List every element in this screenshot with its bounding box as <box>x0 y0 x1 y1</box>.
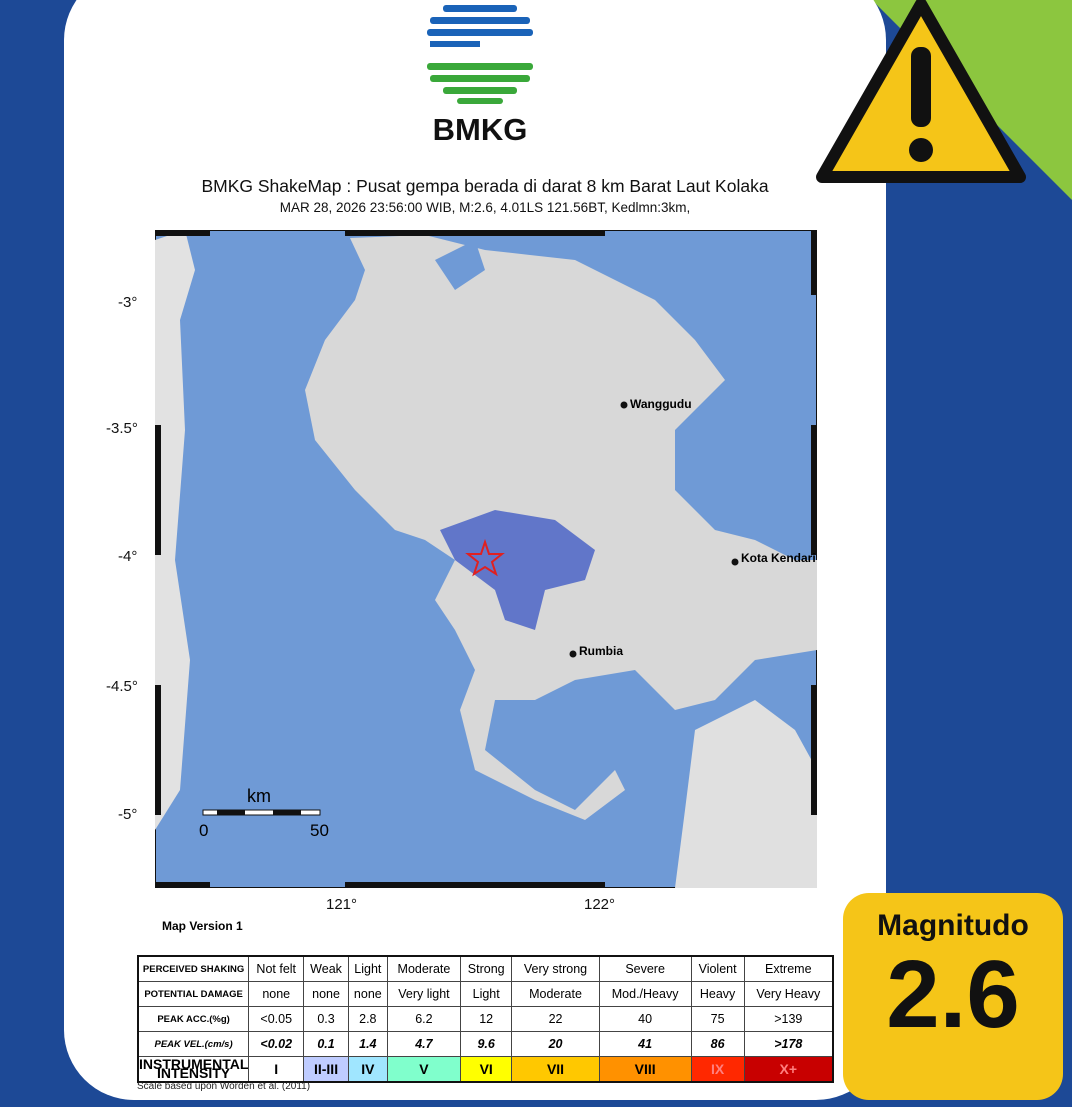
epicenter-star-icon <box>465 538 505 577</box>
svg-text:0: 0 <box>199 821 208 840</box>
legend-cell: <0.05 <box>248 1006 305 1032</box>
legend-cell: <0.02 <box>248 1031 305 1057</box>
magnitude-label: Magnitudo <box>877 909 1029 942</box>
legend-cell: 4.7 <box>386 1031 461 1057</box>
legend-cell: Heavy <box>690 981 745 1007</box>
scale-note: Scale based upon Worden et al. (2011) <box>137 1081 311 1092</box>
legend-cell: 86 <box>690 1031 745 1057</box>
legend-cell: II-III <box>303 1056 349 1083</box>
lat-label: -3° <box>118 294 138 311</box>
legend-cell: Moderate <box>511 981 600 1007</box>
legend-cell: Weak <box>303 955 349 982</box>
lon-label: 121° <box>326 896 358 913</box>
land-island <box>435 240 485 290</box>
svg-text:km: km <box>247 786 271 806</box>
legend-row: PEAK VEL.(cm/s) <0.02 0.1 1.4 4.7 9.6 20 41 86 >1… <box>137 1031 834 1057</box>
land-west <box>155 230 195 830</box>
intensity-legend-table: PERCEIVED SHAKING Not felt Weak Light Modera… <box>137 955 834 1083</box>
lon-label: 122° <box>584 896 616 913</box>
lat-label: -5° <box>118 806 138 823</box>
shaking-area <box>440 510 595 630</box>
magnitude-badge: Magnitudo 2.6 <box>843 893 1063 1100</box>
legend-cell: 9.6 <box>459 1031 513 1057</box>
legend-cell: Very strong <box>511 955 600 982</box>
legend-cell: IX <box>690 1056 745 1083</box>
legend-cell: 41 <box>598 1031 692 1057</box>
map-version: Map Version 1 <box>162 919 243 933</box>
legend-cell: Light <box>459 981 513 1007</box>
legend-cell: 1.4 <box>347 1031 388 1057</box>
legend-cell: VIII <box>598 1056 692 1083</box>
shakemap[interactable]: Wanggudu Kota Kendari Rumbia km 0 50 <box>155 230 817 888</box>
legend-row-header: PERCEIVED SHAKING <box>137 955 250 982</box>
legend-cell: none <box>347 981 388 1007</box>
land-southeast <box>675 700 817 888</box>
bmkg-logo-text: BMKG <box>432 112 528 147</box>
legend-cell: 6.2 <box>386 1006 461 1032</box>
lat-label: -4.5° <box>106 678 138 695</box>
legend-cell: Very Heavy <box>743 981 834 1007</box>
legend-row-header: INSTRUMENTAL INTENSITY <box>137 1056 250 1083</box>
legend-cell: Violent <box>690 955 745 982</box>
legend-cell: Moderate <box>386 955 461 982</box>
legend-cell: IV <box>347 1056 388 1083</box>
legend-cell: Not felt <box>248 955 305 982</box>
legend-row-header: POTENTIAL DAMAGE <box>137 981 250 1007</box>
legend-cell: none <box>303 981 349 1007</box>
legend-cell: Severe <box>598 955 692 982</box>
legend-cell: V <box>386 1056 461 1083</box>
legend-cell: 75 <box>690 1006 745 1032</box>
lat-label: -3.5° <box>106 420 138 437</box>
place-label: Rumbia <box>579 644 623 658</box>
legend-cell: 0.1 <box>303 1031 349 1057</box>
legend-cell: >178 <box>743 1031 834 1057</box>
legend-cell: VII <box>511 1056 600 1083</box>
legend-row: PERCEIVED SHAKING Not felt Weak Light Modera… <box>137 955 834 982</box>
warning-triangle-icon <box>816 0 1026 183</box>
legend-cell: 2.8 <box>347 1006 388 1032</box>
legend-cell: >139 <box>743 1006 834 1032</box>
place-label: Wanggudu <box>630 397 692 411</box>
legend-cell: 12 <box>459 1006 513 1032</box>
magnitude-value: 2.6 <box>886 941 1020 1048</box>
legend-cell: Very light <box>386 981 461 1007</box>
legend-row: INSTRUMENTAL INTENSITY I II-III IV V VI VII VII… <box>137 1056 834 1083</box>
legend-cell: none <box>248 981 305 1007</box>
bmkg-logo <box>427 3 533 107</box>
legend-cell: X+ <box>743 1056 834 1083</box>
legend-row-header: PEAK ACC.(%g) <box>137 1006 250 1032</box>
legend-cell: VI <box>459 1056 513 1083</box>
legend-cell: 0.3 <box>303 1006 349 1032</box>
legend-row-header: PEAK VEL.(cm/s) <box>137 1031 250 1057</box>
legend-cell: Strong <box>459 955 513 982</box>
legend-cell: 40 <box>598 1006 692 1032</box>
place-label: Kota Kendari <box>741 551 816 565</box>
legend-cell: 20 <box>511 1031 600 1057</box>
legend-cell: Mod./Heavy <box>598 981 692 1007</box>
legend-cell: Extreme <box>743 955 834 982</box>
legend-row: PEAK ACC.(%g) <0.05 0.3 2.8 6.2 12 22 40 75 >139 <box>137 1006 834 1032</box>
scale-bar: km 0 50 <box>199 786 329 840</box>
legend-cell: Light <box>347 955 388 982</box>
map-title: BMKG ShakeMap : Pusat gempa berada di da… <box>201 176 769 196</box>
legend-cell: I <box>248 1056 305 1083</box>
map-subtitle: MAR 28, 2026 23:56:00 WIB, M:2.6, 4.01LS… <box>279 200 691 215</box>
svg-text:50: 50 <box>310 821 329 840</box>
legend-row: POTENTIAL DAMAGE none none none Very light Li… <box>137 981 834 1007</box>
lat-label: -4° <box>118 548 138 565</box>
legend-cell: 22 <box>511 1006 600 1032</box>
